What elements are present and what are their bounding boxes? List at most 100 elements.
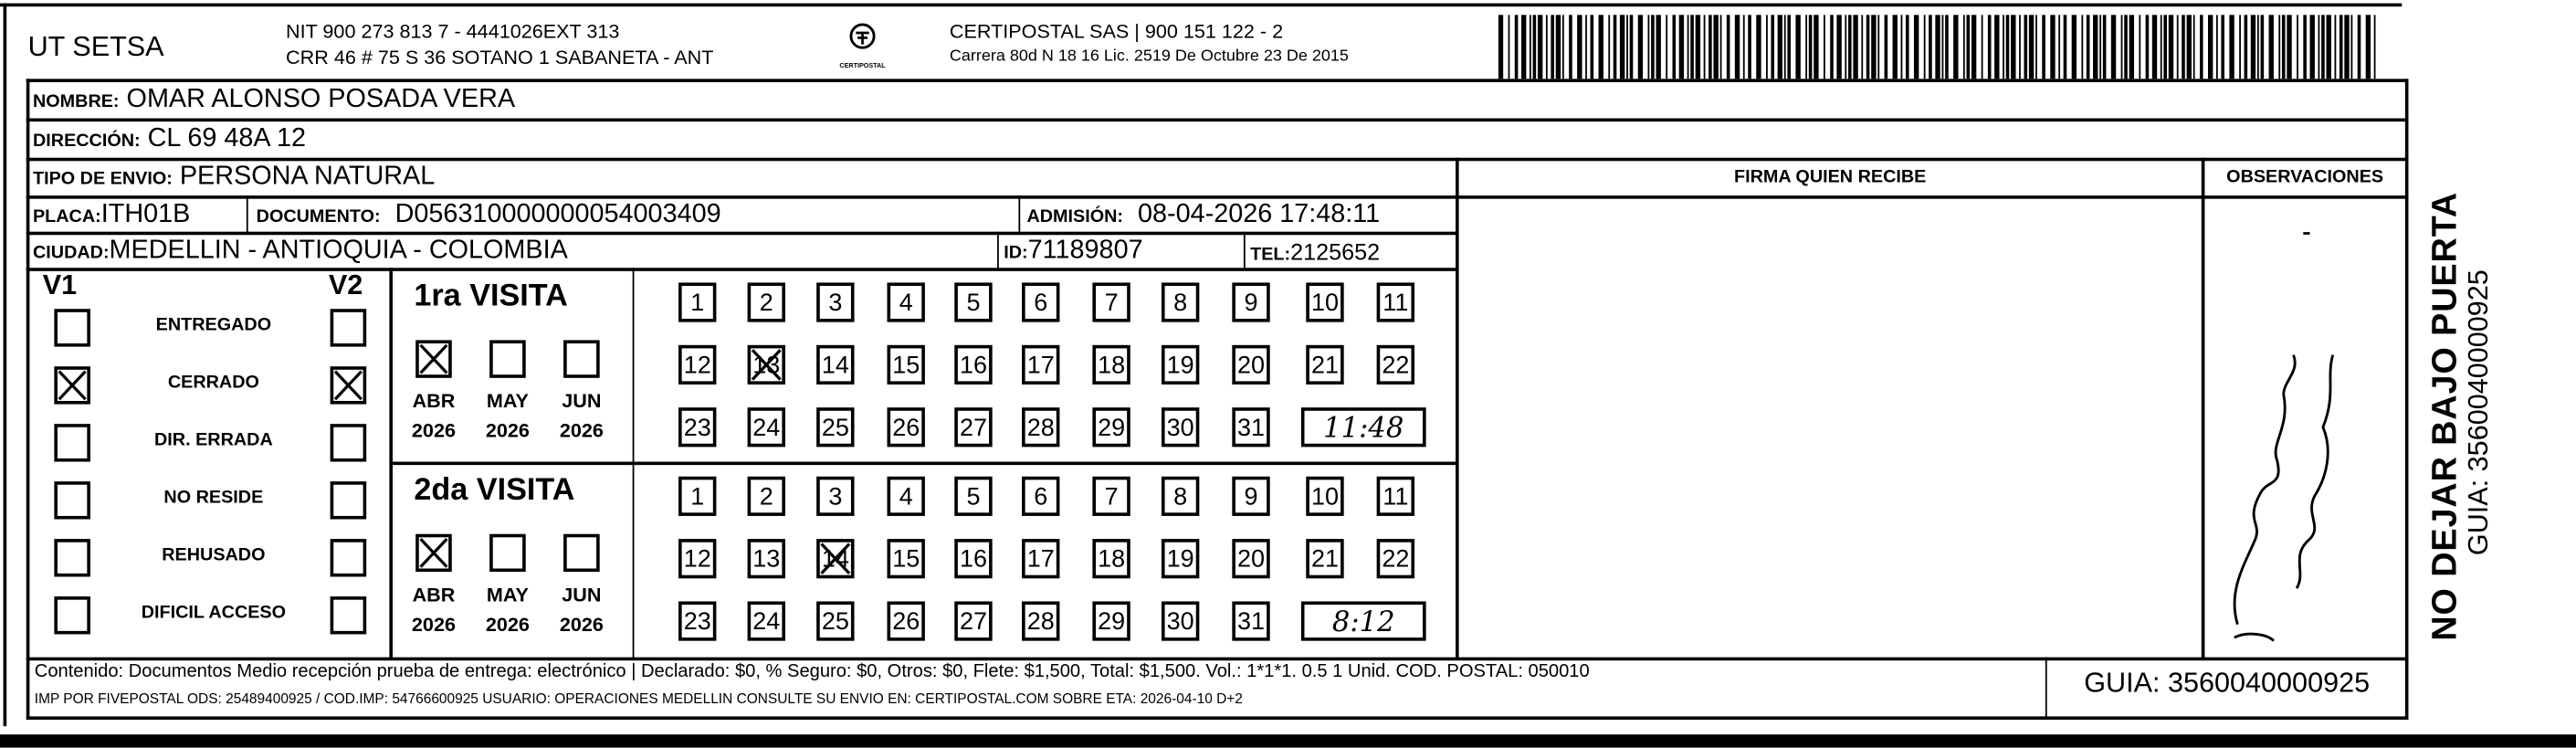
day-box[interactable]: 6 [1022, 282, 1060, 322]
day-box[interactable]: 14 [816, 344, 855, 385]
barcode-bar [1987, 15, 1992, 79]
day-box[interactable]: 3 [816, 282, 855, 322]
day-box[interactable]: 25 [816, 601, 855, 641]
day-box[interactable]: 7 [1092, 282, 1130, 322]
v2-checkbox[interactable] [330, 424, 367, 462]
day-box[interactable]: 11 [1376, 282, 1415, 322]
v1-checkbox[interactable] [54, 596, 90, 635]
day-box[interactable]: 27 [954, 601, 993, 641]
day-box[interactable]: 25 [816, 407, 855, 448]
logo-text: CERTIPOSTAL [839, 60, 886, 69]
barcode-bar [1613, 15, 1617, 79]
time-box[interactable]: 8:12 [1300, 601, 1426, 641]
day-box[interactable]: 21 [1306, 539, 1344, 579]
day-box[interactable]: 22 [1376, 539, 1415, 579]
month-checkbox[interactable] [489, 533, 526, 573]
day-box[interactable]: 20 [1232, 344, 1270, 385]
v2-checkbox[interactable] [330, 481, 367, 520]
day-box[interactable]: 7 [1092, 476, 1130, 516]
day-box[interactable]: 21 [1306, 344, 1344, 385]
day-box[interactable]: 6 [1022, 476, 1060, 516]
day-box[interactable]: 26 [887, 407, 925, 448]
day-box[interactable]: 18 [1092, 344, 1130, 385]
day-box[interactable]: 31 [1232, 407, 1270, 448]
day-box[interactable]: 9 [1232, 476, 1270, 516]
placa-label: PLACA: [32, 206, 101, 227]
barcode-bar [1953, 15, 1959, 79]
day-box[interactable]: 29 [1092, 407, 1130, 448]
signature-area[interactable] [1459, 199, 2202, 658]
day-box[interactable]: 17 [1022, 539, 1060, 579]
month-checkbox[interactable] [563, 340, 600, 378]
v1-checkbox[interactable] [54, 424, 90, 462]
day-box[interactable]: 14 [816, 539, 855, 579]
day-box[interactable]: 23 [678, 407, 717, 448]
day-box[interactable]: 3 [816, 476, 855, 516]
day-box[interactable]: 16 [954, 539, 993, 579]
v1-checkbox[interactable] [54, 309, 90, 347]
day-box[interactable]: 1 [678, 476, 717, 516]
day-box[interactable]: 24 [747, 601, 785, 641]
day-box[interactable]: 12 [678, 539, 717, 579]
day-box[interactable]: 19 [1161, 539, 1200, 579]
day-box[interactable]: 28 [1022, 601, 1060, 641]
day-box[interactable]: 30 [1161, 407, 1200, 448]
day-box[interactable]: 24 [747, 407, 785, 448]
day-box[interactable]: 12 [678, 344, 717, 385]
day-box[interactable]: 27 [954, 407, 993, 448]
day-box[interactable]: 30 [1161, 601, 1200, 641]
barcode-bar [1771, 15, 1775, 79]
month-checkbox[interactable] [415, 340, 452, 378]
day-box[interactable]: 22 [1376, 344, 1415, 385]
day-box[interactable]: 13 [747, 344, 785, 385]
day-box[interactable]: 5 [954, 282, 993, 322]
v2-checkbox[interactable] [330, 366, 367, 405]
rule [26, 157, 2409, 162]
day-box[interactable]: 17 [1022, 344, 1060, 385]
day-box[interactable]: 9 [1232, 282, 1270, 322]
barcode-bar [1551, 15, 1554, 79]
day-box[interactable]: 31 [1232, 601, 1270, 641]
v2-checkbox[interactable] [330, 309, 367, 347]
day-box[interactable]: 10 [1306, 476, 1344, 516]
day-box[interactable]: 8 [1161, 476, 1200, 516]
day-box[interactable]: 26 [887, 601, 925, 641]
month-checkbox[interactable] [415, 533, 452, 573]
id-cell: ID:71189807 [1004, 237, 1142, 266]
day-box[interactable]: 10 [1306, 282, 1344, 322]
v1-checkbox[interactable] [54, 366, 90, 405]
day-box[interactable]: 5 [954, 476, 993, 516]
day-box[interactable]: 23 [678, 601, 717, 641]
day-box[interactable]: 19 [1161, 344, 1200, 385]
day-box[interactable]: 28 [1022, 407, 1060, 448]
v2-checkbox[interactable] [330, 596, 367, 635]
v1-checkbox[interactable] [54, 539, 90, 577]
barcode-bar [2058, 15, 2061, 79]
day-box[interactable]: 15 [887, 539, 925, 579]
barcode-bar [1742, 15, 1745, 79]
status-label: NO RESIDE [163, 488, 264, 508]
day-box[interactable]: 11 [1376, 476, 1415, 516]
day-box[interactable]: 2 [747, 282, 785, 322]
month-checkbox[interactable] [489, 340, 526, 378]
day-box[interactable]: 4 [887, 282, 925, 322]
day-box[interactable]: 2 [747, 476, 785, 516]
v1-checkbox[interactable] [54, 481, 90, 520]
time-box[interactable]: 11:48 [1300, 407, 1426, 448]
barcode-bar [2163, 15, 2168, 79]
month-checkbox[interactable] [563, 533, 600, 573]
barcode-bar [1845, 15, 1847, 79]
v2-checkbox[interactable] [330, 539, 367, 577]
day-box[interactable]: 8 [1161, 282, 1200, 322]
day-box[interactable]: 15 [887, 344, 925, 385]
barcode-bar [2365, 15, 2371, 79]
barcode-bar [2145, 15, 2150, 79]
day-box[interactable]: 13 [747, 539, 785, 579]
day-box[interactable]: 20 [1232, 539, 1270, 579]
day-box[interactable]: 29 [1092, 601, 1130, 641]
day-box[interactable]: 4 [887, 476, 925, 516]
day-box[interactable]: 1 [678, 282, 717, 322]
day-box[interactable]: 16 [954, 344, 993, 385]
day-box[interactable]: 18 [1092, 539, 1130, 579]
barcode-bar [2024, 15, 2028, 79]
